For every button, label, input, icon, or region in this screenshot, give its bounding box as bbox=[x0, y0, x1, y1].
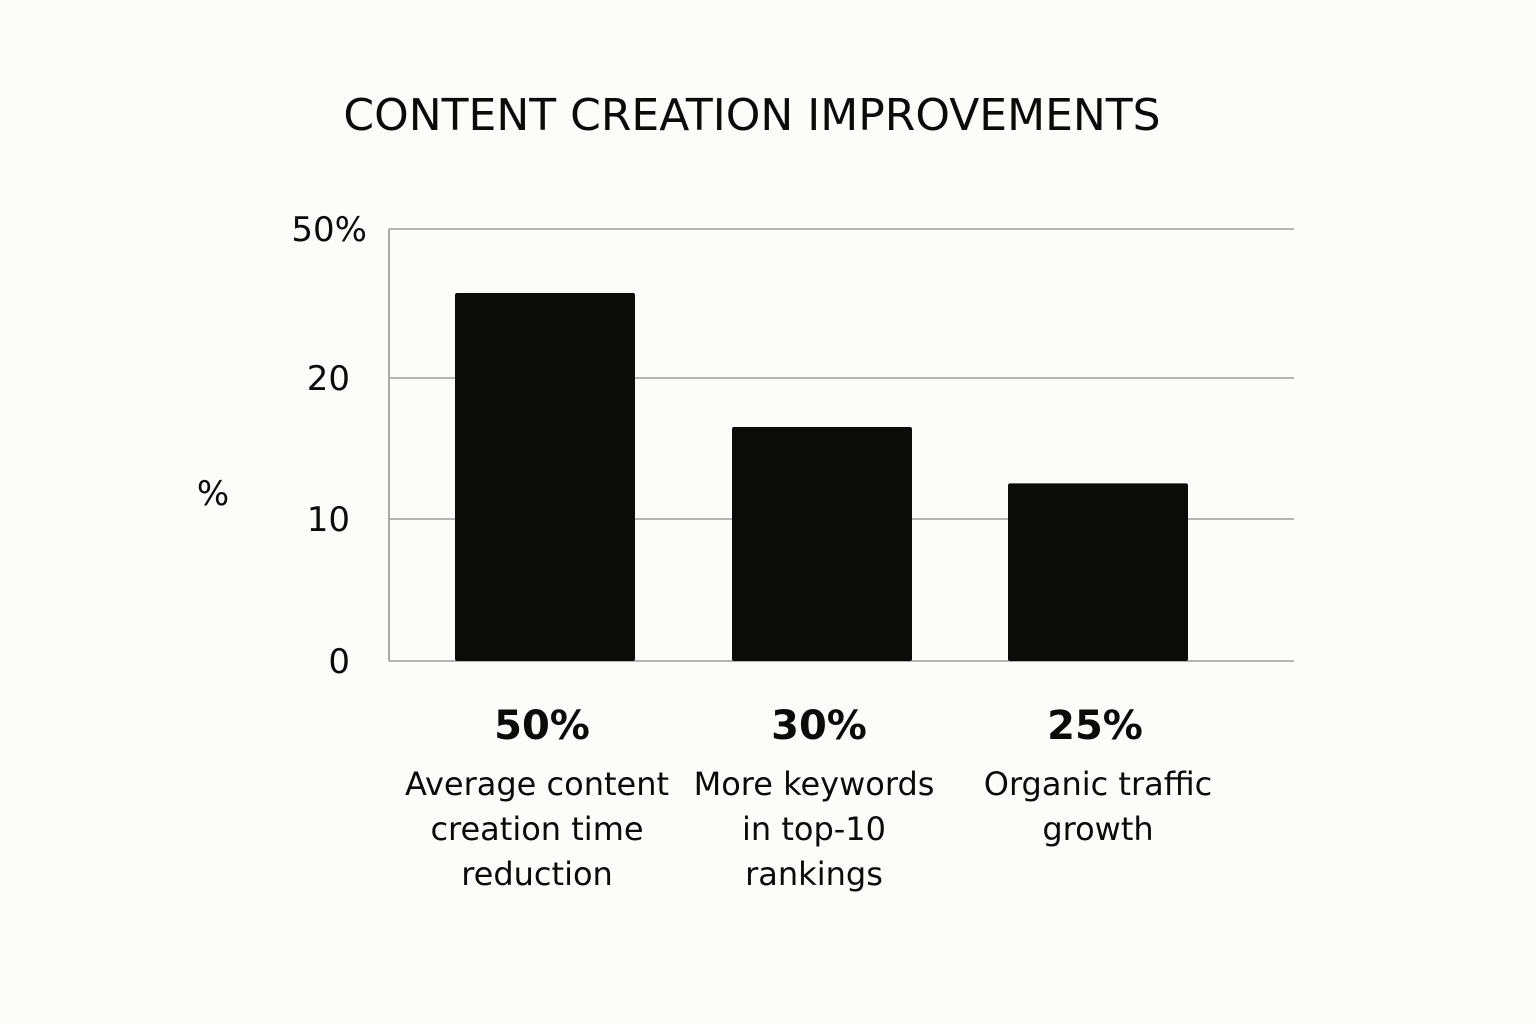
category-labels: Average content creation time reduction Mor… bbox=[405, 765, 1212, 893]
y-tick-label: 10 bbox=[307, 500, 350, 540]
y-tick-label: 50% bbox=[291, 210, 367, 250]
y-axis-label: % bbox=[197, 474, 229, 514]
bars bbox=[455, 292, 1188, 661]
category-label: reduction bbox=[461, 855, 613, 893]
y-tick-label: 20 bbox=[307, 359, 350, 399]
y-axis-ticks: 0 10 20 50% bbox=[291, 210, 367, 682]
category-label: in top-10 bbox=[742, 810, 886, 848]
category-label: creation time bbox=[430, 810, 643, 848]
category-label: rankings bbox=[745, 855, 883, 893]
category-label: Average content bbox=[405, 765, 669, 803]
category-label: growth bbox=[1042, 810, 1153, 848]
data-label: 25% bbox=[1047, 703, 1143, 749]
data-label: 30% bbox=[771, 703, 867, 749]
category-label: Organic traffic bbox=[984, 765, 1212, 803]
bar bbox=[455, 292, 635, 661]
bar bbox=[1008, 483, 1188, 661]
y-tick-label: 0 bbox=[328, 642, 350, 682]
bar bbox=[732, 426, 912, 661]
category-label: More keywords bbox=[694, 765, 935, 803]
data-label: 50% bbox=[494, 703, 590, 749]
chart-title: CONTENT CREATION IMPROVEMENTS bbox=[343, 90, 1160, 141]
value-labels: 50% 30% 25% bbox=[494, 703, 1143, 749]
